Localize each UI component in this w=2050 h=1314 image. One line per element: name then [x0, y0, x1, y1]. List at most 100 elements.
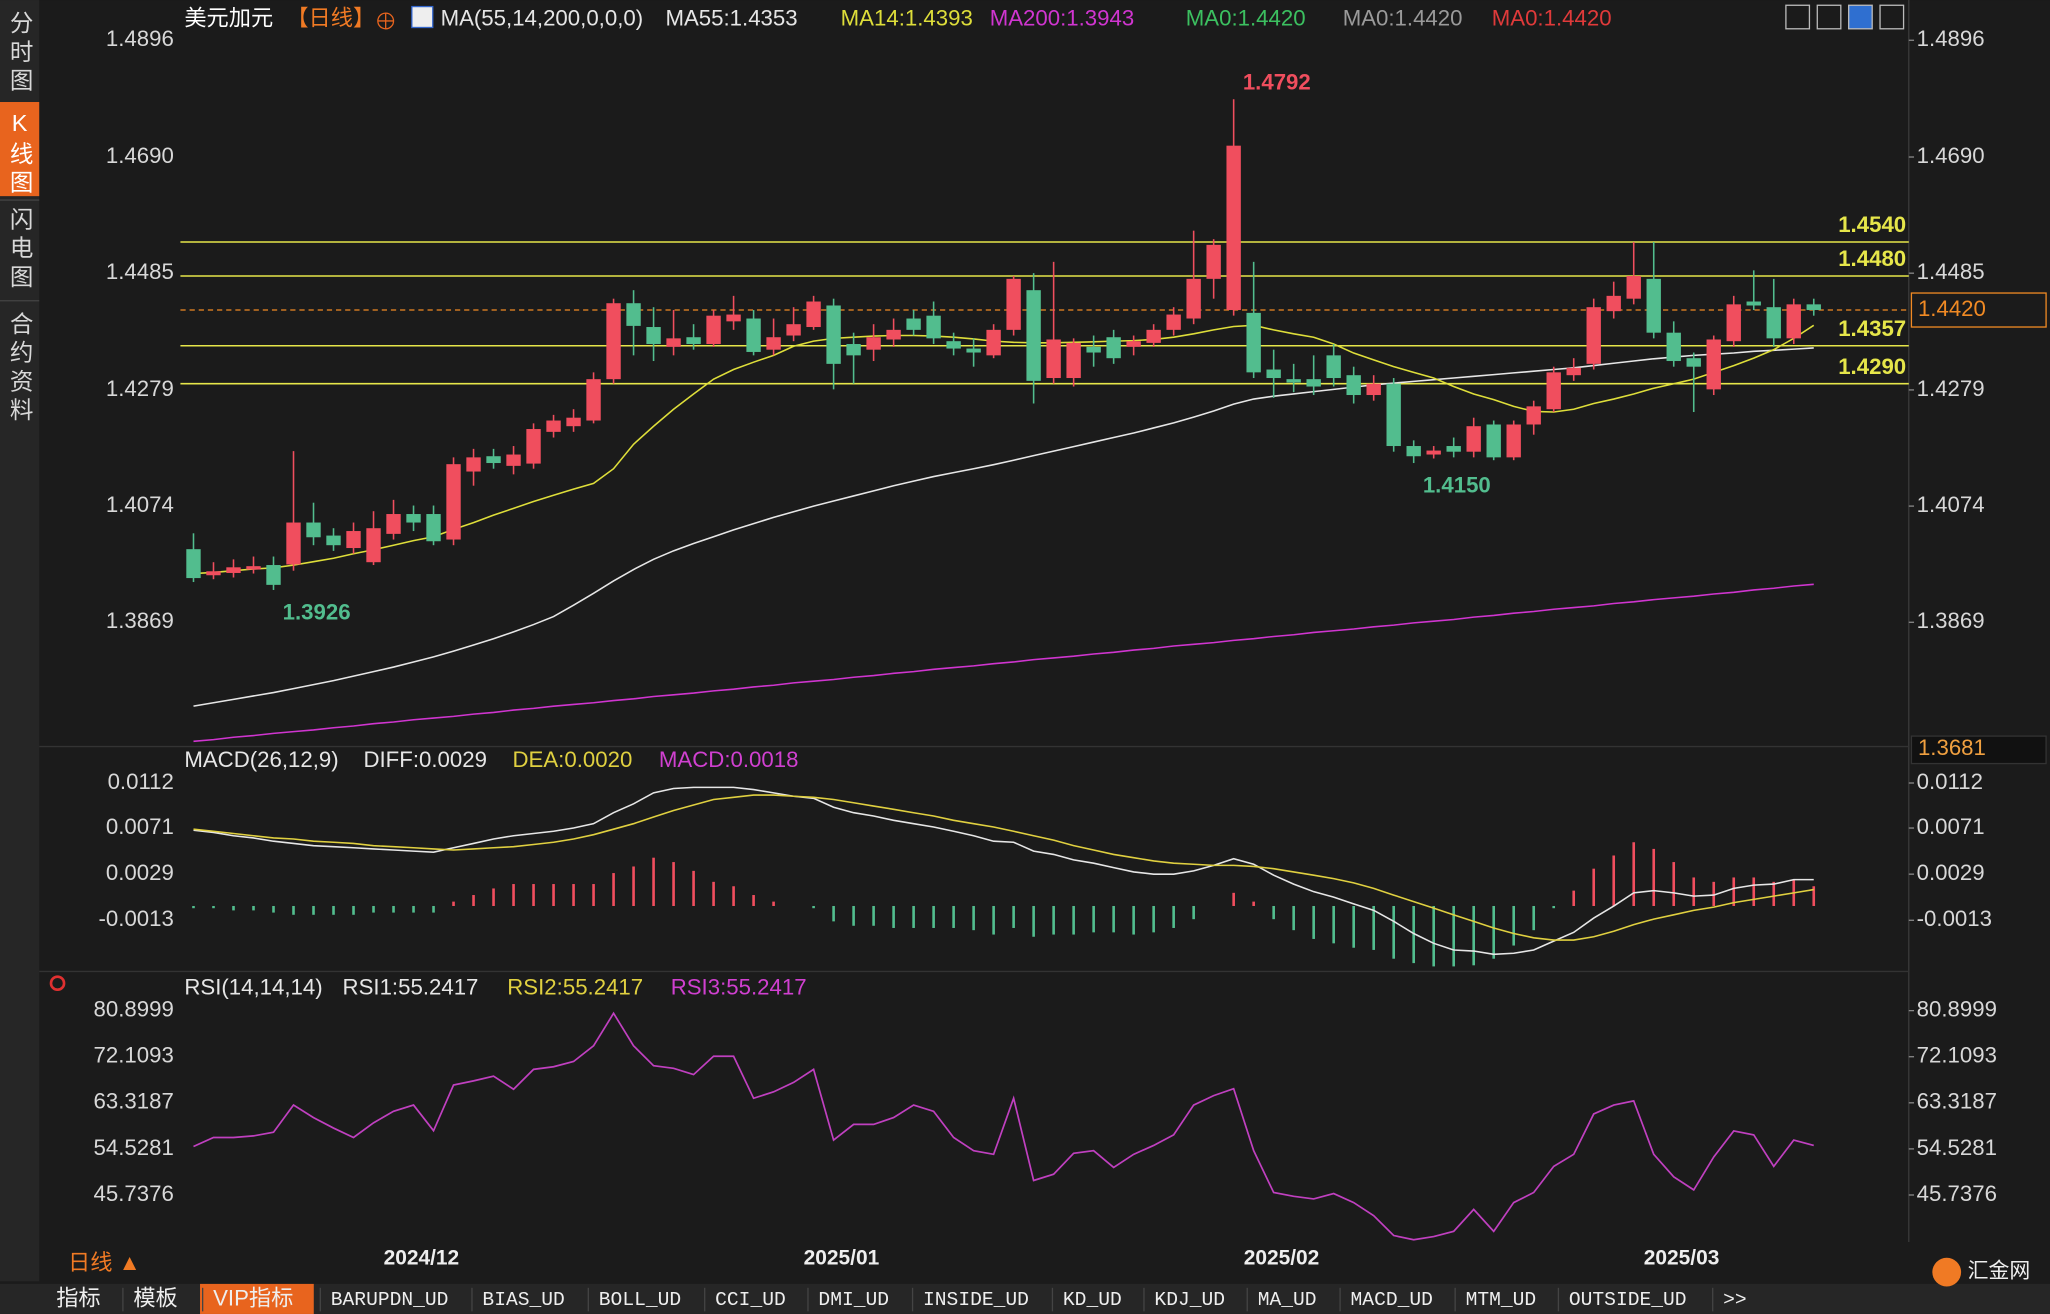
candle-body — [1306, 379, 1321, 387]
active-tab — [0, 102, 40, 197]
candle-body — [846, 344, 861, 356]
candle-body — [1186, 278, 1201, 319]
ma-line — [193, 583, 1814, 743]
toolbar-tab[interactable]: DMI_UD — [818, 1289, 889, 1311]
candle-body — [366, 528, 381, 563]
candle-body — [926, 315, 941, 339]
toolbar-tab[interactable]: BARUPDN_UD — [331, 1289, 449, 1311]
y-tick-label: 1.4485 — [1917, 259, 1985, 284]
y-tick-label: 72.1093 — [1917, 1043, 1997, 1068]
candle-body — [1406, 446, 1421, 457]
y-tick-label: 1.4279 — [1917, 376, 1985, 401]
toolbar-tab[interactable]: 模板 — [133, 1285, 177, 1310]
toolbar-tab[interactable]: >> — [1723, 1289, 1747, 1311]
legend-entry: MA55:1.4353 — [665, 6, 797, 31]
candle-body — [186, 549, 201, 579]
candle-body — [1126, 341, 1141, 347]
candle-body — [1266, 369, 1281, 379]
last-price-box — [1910, 292, 2047, 328]
panel-title: MACD(26,12,9) — [184, 747, 338, 772]
ma-line — [193, 347, 1814, 707]
tool-icon[interactable] — [1879, 4, 1905, 30]
logo: 汇金网 — [1968, 1260, 2031, 1283]
toolbar-tab[interactable]: INSIDE_UD — [923, 1289, 1029, 1311]
candle-body — [1066, 342, 1081, 379]
candle-body — [1326, 355, 1341, 379]
side-tab[interactable]: 合约资料 — [7, 311, 34, 426]
legend-entry: DEA:0.0020 — [513, 747, 633, 772]
legend-entry: MACD:0.0018 — [659, 747, 799, 772]
toolbar-tab[interactable]: BOLL_UD — [599, 1289, 681, 1311]
toolbar-tab[interactable]: MTM_UD — [1466, 1289, 1537, 1311]
y-tick-label: 1.3869 — [106, 608, 174, 633]
candle-body — [1046, 339, 1061, 379]
candle-body — [346, 531, 361, 549]
candle-body — [946, 341, 961, 349]
toolbar-tab[interactable]: MA_UD — [1258, 1289, 1317, 1311]
toolbar-tab[interactable]: KDJ_UD — [1154, 1289, 1225, 1311]
y-tick-label: 1.3869 — [1917, 608, 1985, 633]
candle-body — [746, 318, 761, 352]
panel-title: 美元加元 — [184, 6, 273, 31]
toolbar-tab[interactable]: BIAS_UD — [482, 1289, 564, 1311]
y-tick-label: 1.4690 — [1917, 143, 1985, 168]
side-tab[interactable]: K线图 — [7, 110, 33, 199]
panel-title: MA(55,14,200,0,0,0) — [441, 6, 644, 31]
candle-body — [1686, 358, 1701, 367]
bottom-price-box — [1910, 735, 2047, 765]
candle-body — [1366, 383, 1381, 396]
toolbar-tab[interactable]: OUTSIDE_UD — [1569, 1289, 1687, 1311]
candle-body — [1106, 337, 1121, 359]
legend-entry: MA0:1.4420 — [1343, 6, 1463, 31]
x-tick-label: 2025/02 — [1244, 1247, 1320, 1270]
toolbar-tab[interactable]: CCI_UD — [715, 1289, 786, 1311]
x-tick-label: 2025/01 — [804, 1247, 880, 1270]
candle-body — [1586, 307, 1601, 364]
candle-body — [1806, 304, 1821, 311]
toolbar-tab[interactable]: 指标 — [56, 1285, 100, 1310]
candle-body — [986, 329, 1001, 356]
tool-icon[interactable] — [1816, 4, 1842, 30]
tool-icon[interactable] — [1848, 4, 1873, 30]
y-tick-label: 1.4896 — [1917, 26, 1985, 51]
candle-body — [1746, 301, 1761, 306]
legend-entry: MA14:1.4393 — [841, 6, 973, 31]
candle-body — [1626, 276, 1641, 299]
candle-body — [1226, 145, 1241, 311]
candle-body — [666, 338, 681, 347]
toolbar-tab[interactable]: KD_UD — [1063, 1289, 1122, 1311]
y-tick-label: 1.4074 — [106, 492, 174, 517]
candle-body — [806, 301, 821, 328]
ma-line — [193, 324, 1815, 575]
y-tick-label: 45.7376 — [94, 1181, 174, 1206]
tool-icon[interactable] — [1785, 4, 1811, 30]
candle-body — [1026, 290, 1041, 381]
y-tick-label: 0.0112 — [108, 769, 174, 794]
settings-icon[interactable] — [49, 975, 66, 992]
level-label: 1.4480 — [1838, 246, 1906, 271]
candle-body — [306, 522, 321, 538]
candle-body — [766, 337, 781, 350]
candle-body — [426, 514, 441, 542]
legend-entry: MA0:1.4420 — [1186, 6, 1306, 31]
candle-body — [1426, 450, 1441, 455]
candle-body — [566, 417, 581, 427]
y-tick-label: 0.0071 — [1917, 814, 1985, 839]
candle-body — [286, 522, 301, 565]
y-tick-label: 54.5281 — [94, 1135, 174, 1160]
toolbar-tab[interactable]: VIP指标 — [213, 1285, 293, 1310]
y-tick-label: 1.4896 — [106, 26, 174, 51]
indicator-icon[interactable] — [411, 5, 434, 29]
candle-body — [1606, 295, 1621, 312]
candle-body — [1246, 312, 1261, 373]
side-tab[interactable]: 分时图 — [7, 10, 33, 97]
candle-body — [886, 329, 901, 340]
toolbar-tab[interactable]: MACD_UD — [1351, 1289, 1433, 1311]
period-switch[interactable]: 日线 ▲ — [68, 1250, 141, 1275]
y-tick-label: 80.8999 — [94, 997, 174, 1022]
side-tab[interactable]: 闪电图 — [7, 206, 33, 293]
legend-entry: RSI1:55.2417 — [343, 974, 479, 999]
y-tick-label: 1.4074 — [1917, 492, 1985, 517]
